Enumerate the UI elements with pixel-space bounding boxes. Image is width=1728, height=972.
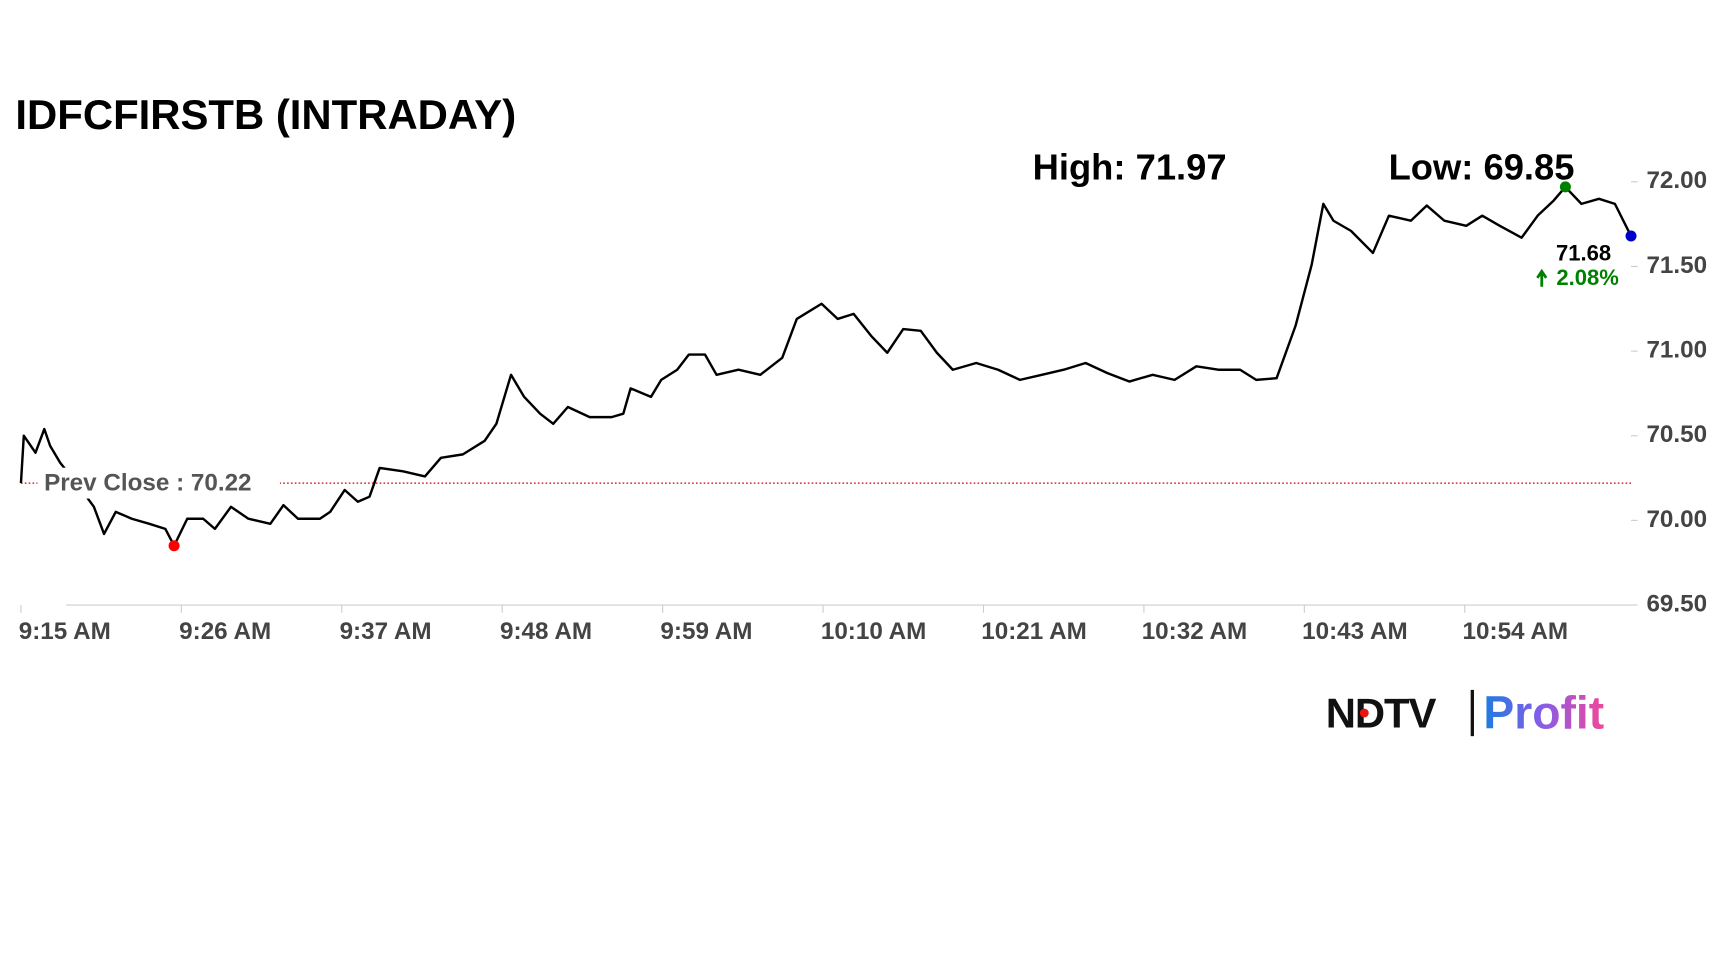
y-tick-label: 71.00 — [1646, 337, 1707, 364]
x-tick-label: 9:48 AM — [500, 618, 592, 645]
y-tick-label: 71.50 — [1646, 252, 1707, 279]
x-tick-label: 10:10 AM — [821, 618, 927, 645]
chart-title: IDFCFIRSTB (INTRADAY) — [15, 91, 516, 138]
change-label: 2.08% — [1556, 265, 1619, 290]
logo-right: Profit — [1483, 687, 1604, 739]
change-arrow — [1536, 268, 1548, 287]
prev-close-label: Prev Close : 70.22 — [44, 470, 251, 497]
logo-dot — [1359, 708, 1369, 718]
x-tick-label: 9:59 AM — [660, 618, 752, 645]
low-marker — [168, 540, 180, 552]
last-value-label: 71.68 — [1556, 241, 1611, 266]
x-tick-label: 10:21 AM — [981, 618, 1087, 645]
y-tick-label: 70.50 — [1646, 421, 1707, 448]
y-tick-label: 69.50 — [1646, 590, 1707, 617]
y-tick-label: 72.00 — [1646, 167, 1707, 194]
price-line — [19, 185, 1633, 547]
logo-left: NDTV — [1326, 689, 1437, 736]
x-tick-label: 9:37 AM — [340, 618, 432, 645]
last-marker — [1625, 230, 1637, 242]
prev-close-label-bg — [37, 467, 280, 499]
x-tick-label: 9:26 AM — [179, 618, 271, 645]
x-tick-label: 10:54 AM — [1463, 618, 1569, 645]
y-tick-label: 70.00 — [1646, 506, 1707, 533]
logo: NDTV Profit — [1326, 687, 1604, 739]
x-tick-label: 9:15 AM — [19, 618, 111, 645]
low-label: Low: 69.85 — [1389, 146, 1575, 187]
x-tick-label: 10:43 AM — [1302, 618, 1408, 645]
high-marker — [1559, 181, 1571, 193]
high-label: High: 71.97 — [1033, 146, 1227, 187]
x-tick-label: 10:32 AM — [1142, 618, 1248, 645]
